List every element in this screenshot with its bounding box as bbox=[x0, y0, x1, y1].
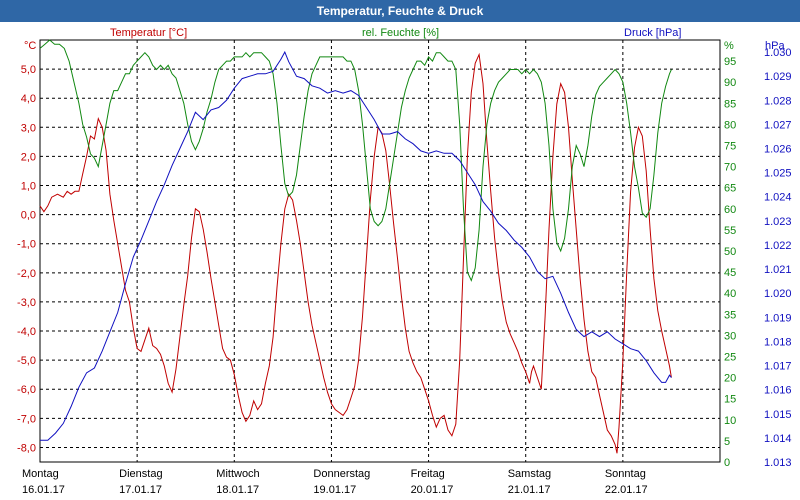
temp-tick-label: 5,0 bbox=[21, 64, 36, 76]
humidity-tick-label: 35 bbox=[724, 309, 736, 321]
plot-frame bbox=[39, 39, 721, 463]
humidity-tick-label: 40 bbox=[724, 288, 736, 300]
series-line-pressure bbox=[40, 50, 672, 441]
temp-tick-label: -6,0 bbox=[17, 384, 36, 396]
humidity-tick-label: 80 bbox=[724, 119, 736, 131]
pressure-tick-label: 1.014 bbox=[764, 433, 792, 445]
pressure-tick-label: 1.019 bbox=[764, 312, 792, 324]
humidity-tick-label: 10 bbox=[724, 415, 736, 427]
pressure-unit: hPa bbox=[765, 40, 785, 52]
pressure-tick-label: 1.025 bbox=[764, 168, 792, 180]
pressure-tick-label: 1.020 bbox=[764, 288, 792, 300]
chart-title: Temperatur, Feuchte & Druck bbox=[0, 0, 800, 22]
pressure-tick-label: 1.022 bbox=[764, 240, 792, 252]
humidity-tick-label: 30 bbox=[724, 330, 736, 342]
humidity-tick-label: 65 bbox=[724, 183, 736, 195]
humidity-tick-label: 20 bbox=[724, 373, 736, 385]
humidity-tick-label: 55 bbox=[724, 225, 736, 237]
humidity-tick-label: 75 bbox=[724, 141, 736, 153]
chart-area: 5,0 4,0 3,0 2,0 1,0 0,0 -1,0 -2,0 -3,0 -4,0 -5,0 -6… bbox=[17, 27, 792, 496]
temp-unit: °C bbox=[24, 40, 36, 52]
pressure-tick-label: 1.030 bbox=[764, 47, 792, 59]
pressure-tick-label: 1.018 bbox=[764, 336, 792, 348]
temp-tick-label: -7,0 bbox=[17, 413, 36, 425]
humidity-tick-label: 25 bbox=[724, 352, 736, 364]
temp-tick-label: 3,0 bbox=[21, 122, 36, 134]
grid bbox=[40, 40, 720, 462]
temp-axis-title: Temperatur [°C] bbox=[110, 27, 187, 39]
date-label: 21.01.17 bbox=[508, 484, 551, 496]
day-label: Samstag bbox=[508, 468, 551, 480]
humidity-tick-label: 15 bbox=[724, 394, 736, 406]
pressure-tick-label: 1.028 bbox=[764, 95, 792, 107]
temp-tick-label: 4,0 bbox=[21, 93, 36, 105]
day-label: Donnerstag bbox=[313, 468, 370, 480]
date-label: 19.01.17 bbox=[313, 484, 356, 496]
humidity-tick-label: 90 bbox=[724, 77, 736, 89]
humidity-tick-label: 85 bbox=[724, 98, 736, 110]
pressure-tick-label: 1.013 bbox=[764, 457, 792, 469]
pressure-tick-label: 1.029 bbox=[764, 71, 792, 83]
axis-labels: 5,0 4,0 3,0 2,0 1,0 0,0 -1,0 -2,0 -3,0 -4,0 -5,0 -6… bbox=[17, 47, 792, 496]
pressure-tick-label: 1.026 bbox=[764, 144, 792, 156]
day-label: Dienstag bbox=[119, 468, 162, 480]
humidity-unit: % bbox=[724, 40, 734, 52]
temp-tick-label: -2,0 bbox=[17, 268, 36, 280]
humidity-axis-title: rel. Feuchte [%] bbox=[362, 27, 439, 39]
pressure-tick-label: 1.023 bbox=[764, 216, 792, 228]
day-label: Mittwoch bbox=[216, 468, 259, 480]
date-label: 16.01.17 bbox=[22, 484, 65, 496]
temp-tick-label: -8,0 bbox=[17, 442, 36, 454]
date-label: 17.01.17 bbox=[119, 484, 162, 496]
temp-tick-label: 0,0 bbox=[21, 210, 36, 222]
humidity-tick-label: 0 bbox=[724, 457, 730, 469]
humidity-tick-label: 5 bbox=[724, 436, 730, 448]
pressure-tick-label: 1.016 bbox=[764, 385, 792, 397]
temp-tick-label: -5,0 bbox=[17, 355, 36, 367]
temp-tick-label: -1,0 bbox=[17, 239, 36, 251]
humidity-tick-label: 45 bbox=[724, 267, 736, 279]
day-label: Freitag bbox=[411, 468, 445, 480]
temp-tick-label: -3,0 bbox=[17, 297, 36, 309]
humidity-tick-label: 60 bbox=[724, 204, 736, 216]
temp-tick-label: 1,0 bbox=[21, 181, 36, 193]
day-label: Sonntag bbox=[605, 468, 646, 480]
date-label: 18.01.17 bbox=[216, 484, 259, 496]
date-label: 22.01.17 bbox=[605, 484, 648, 496]
pressure-tick-label: 1.027 bbox=[764, 119, 792, 131]
pressure-tick-label: 1.024 bbox=[764, 192, 792, 204]
pressure-tick-label: 1.021 bbox=[764, 264, 792, 276]
pressure-axis-title: Druck [hPa] bbox=[624, 27, 681, 39]
pressure-tick-label: 1.017 bbox=[764, 361, 792, 373]
date-label: 20.01.17 bbox=[411, 484, 454, 496]
pressure-tick-label: 1.015 bbox=[764, 409, 792, 421]
humidity-tick-label: 70 bbox=[724, 162, 736, 174]
series-line-temp bbox=[39, 52, 672, 454]
series-line-humidity bbox=[39, 39, 672, 282]
temp-tick-label: -4,0 bbox=[17, 326, 36, 338]
temp-tick-label: 2,0 bbox=[21, 151, 36, 163]
series-layer bbox=[39, 39, 672, 454]
day-label: Montag bbox=[22, 468, 59, 480]
humidity-tick-label: 50 bbox=[724, 246, 736, 258]
humidity-tick-label: 95 bbox=[724, 56, 736, 68]
